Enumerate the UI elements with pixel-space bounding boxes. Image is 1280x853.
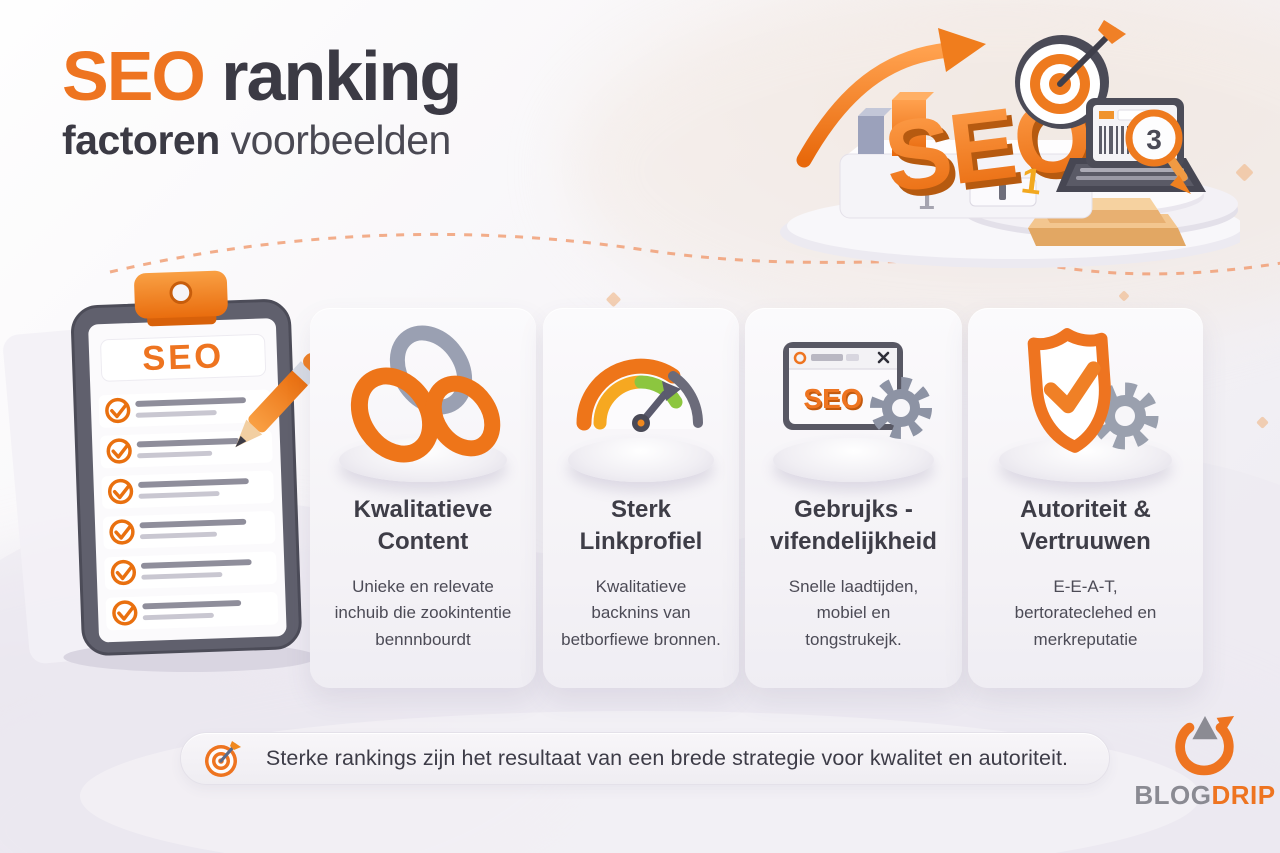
drip-arrow-icon — [1175, 715, 1235, 776]
podium-rank-label: 1 — [918, 183, 935, 216]
clip — [134, 270, 228, 327]
factor-card-content: Kwalitatieve Content Unieke en relevate … — [310, 308, 536, 688]
target-dart-icon — [1015, 20, 1126, 129]
card-title: Kwalitatieve Content — [353, 496, 493, 556]
magnifier-icon: 3 — [1125, 109, 1191, 194]
checklist-rows — [98, 389, 279, 631]
speedometer-icon — [576, 358, 703, 432]
blogdrip-logo: BLOGDRIP — [1134, 714, 1275, 811]
logo-part-drip: DRIP — [1211, 780, 1276, 810]
factor-card-linkprofile: Sterk Linkprofiel Kwalitatieve backnins … — [543, 308, 739, 688]
title-line-2: factoren voorbeelden — [62, 116, 460, 163]
check-circle-icon — [106, 438, 132, 464]
step-rank-mark: 1 — [1019, 159, 1044, 202]
title-line-1: SEO ranking — [62, 37, 462, 115]
gear-icon — [869, 377, 932, 439]
icon-pedestal — [568, 438, 714, 482]
card-body: E-E-A-T, bertorateclehed en merkreputati… — [1014, 576, 1157, 649]
svg-text:SEO: SEO — [804, 385, 863, 416]
page-title: SEO ranking factoren voorbeelden — [62, 37, 462, 163]
check-circle-icon — [107, 478, 134, 505]
card-title: Sterk Linkprofiel — [579, 496, 703, 556]
podium-icon: 1 — [839, 140, 1106, 219]
browser-seo-label: SEO — [803, 383, 862, 414]
title-accent: SEO — [62, 37, 206, 115]
icon-pedestal — [773, 438, 934, 482]
card-body: Unieke en relevate inchuib die zookinten… — [334, 576, 512, 649]
title-rest: ranking — [203, 37, 462, 115]
magnifier-rank-label: 3 — [1146, 124, 1162, 155]
shield-check-gear-icon — [1027, 328, 1158, 453]
close-icon — [877, 351, 889, 364]
logo-part-blog: BLOG — [1134, 780, 1212, 810]
card-body: Snelle laadtijden, mobiel en tongstrukej… — [788, 576, 919, 649]
check-circle-icon — [109, 519, 135, 545]
summary-text: Sterke rankings zijn het resultaat van e… — [265, 746, 1069, 770]
summary-banner: Sterke rankings zijn het resultaat van e… — [180, 732, 1110, 785]
check-circle-icon — [105, 397, 131, 424]
bar-chart-icon — [858, 92, 934, 156]
search-icon — [793, 351, 806, 365]
factor-card-usability: SEO SEO Gebrujks - vifendelijkheid Snell… — [745, 308, 962, 688]
chain-links-icon — [350, 325, 501, 463]
gear-icon — [1091, 382, 1158, 450]
check-icon — [1043, 361, 1101, 414]
check-circle-icon — [110, 559, 137, 586]
card-title: Autoriteit & Vertruuwen — [1020, 496, 1151, 556]
browser-seo-gear-icon: SEO SEO — [782, 342, 932, 439]
logo-text: BLOGDRIP — [1134, 780, 1275, 811]
factor-card-authority: Autoriteit & Vertruuwen E-E-A-T, bertora… — [968, 308, 1203, 688]
laptop-search-icon: 3 — [1056, 98, 1206, 194]
seo-checklist-clipboard: SEO — [63, 270, 325, 673]
subtitle-bold: factoren — [62, 116, 220, 163]
growth-arrow-icon — [796, 28, 986, 168]
card-body: Kwalitatieve backnins van betborfiewe br… — [561, 576, 721, 649]
check-circle-icon — [112, 600, 138, 626]
dashed-path-line — [109, 232, 1280, 276]
shield-icon — [1027, 328, 1111, 453]
card-title: Gebrujks - vifendelijkheid — [770, 496, 937, 556]
seo-hero-illustration: 1 SEO SEO 1 — [780, 20, 1240, 268]
target-dart-icon — [205, 740, 241, 777]
subtitle-rest: voorbeelden — [219, 116, 452, 163]
clipboard-seo-label: SEO — [142, 337, 225, 378]
